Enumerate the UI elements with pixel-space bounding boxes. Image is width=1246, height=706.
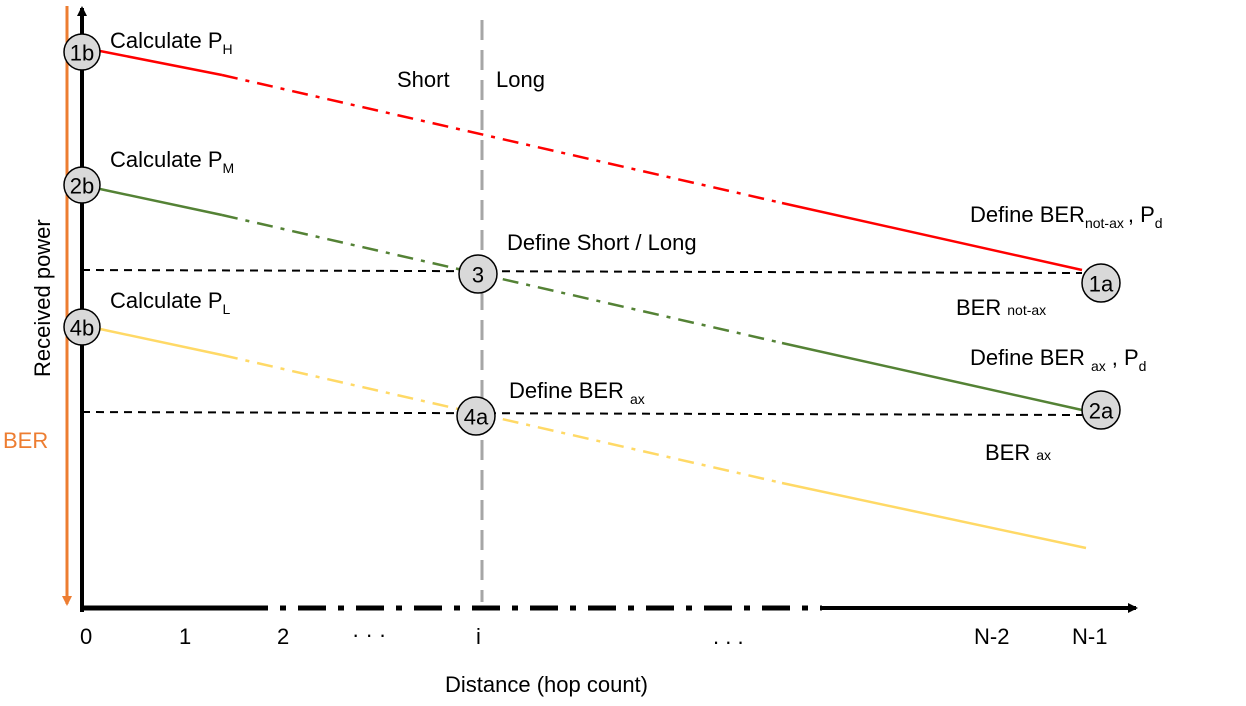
node-4a: 4a [456, 396, 496, 436]
node-4b-label: 4b [70, 316, 94, 341]
node-2a: 2a [1081, 390, 1121, 430]
ber-ax-label: BER ax [985, 440, 1051, 465]
low-power-line-start [99, 327, 223, 357]
node-3: 3 [458, 254, 498, 294]
x-tick-dots-2: . . . [713, 624, 744, 649]
node-3-label: 3 [472, 263, 484, 288]
long-region-label: Long [496, 67, 545, 92]
node-4b: 4b [63, 308, 101, 346]
x-tick-n-1: N-1 [1072, 624, 1107, 649]
x-tick-0: 0 [80, 624, 92, 649]
medium-power-line-middle [221, 213, 783, 345]
node-1a-label: 1a [1089, 272, 1114, 297]
node-1a: 1a [1081, 263, 1121, 303]
define-ber-ax-pd-label: Define BER ax, Pd [970, 345, 1146, 374]
node-2b: 2b [63, 166, 101, 204]
node-2a-label: 2a [1089, 399, 1114, 424]
node-2b-label: 2b [70, 174, 94, 199]
define-short-long-label: Define Short / Long [507, 230, 697, 255]
low-power-line-middle [221, 353, 783, 485]
define-ber-not-ax-label: Define BERnot-ax, Pd [970, 202, 1163, 231]
x-tick-n-2: N-2 [974, 624, 1009, 649]
high-power-line-middle [221, 73, 783, 205]
ber-not-ax-threshold [81, 269, 1083, 274]
calculate-pm-label: Calculate PM [110, 147, 234, 176]
medium-power-line-end [781, 341, 1083, 412]
ber-not-ax-label: BER not-ax [956, 295, 1046, 320]
x-axis-label: Distance (hop count) [445, 672, 648, 697]
high-power-line-start [99, 49, 223, 77]
x-tick-2: 2 [277, 624, 289, 649]
node-1b-label: 1b [70, 41, 94, 66]
ber-axis-label: BER [3, 428, 48, 453]
node-4a-label: 4a [464, 405, 489, 430]
x-tick-dots-1: · · · [352, 622, 386, 647]
short-region-label: Short [397, 67, 450, 92]
low-power-line-end [781, 481, 1087, 550]
y-axis-label: Received power [30, 219, 55, 377]
calculate-pl-label: Calculate PL [110, 288, 231, 317]
x-tick-1: 1 [179, 624, 191, 649]
x-tick-i: i [476, 624, 481, 649]
node-1b: 1b [63, 33, 101, 71]
define-ber-ax-label: Define BER ax [509, 378, 645, 407]
high-power-line-end [781, 201, 1083, 272]
medium-power-line-start [99, 187, 223, 217]
calculate-ph-label: Calculate PH [110, 28, 233, 57]
ber-ax-threshold [81, 411, 1083, 416]
